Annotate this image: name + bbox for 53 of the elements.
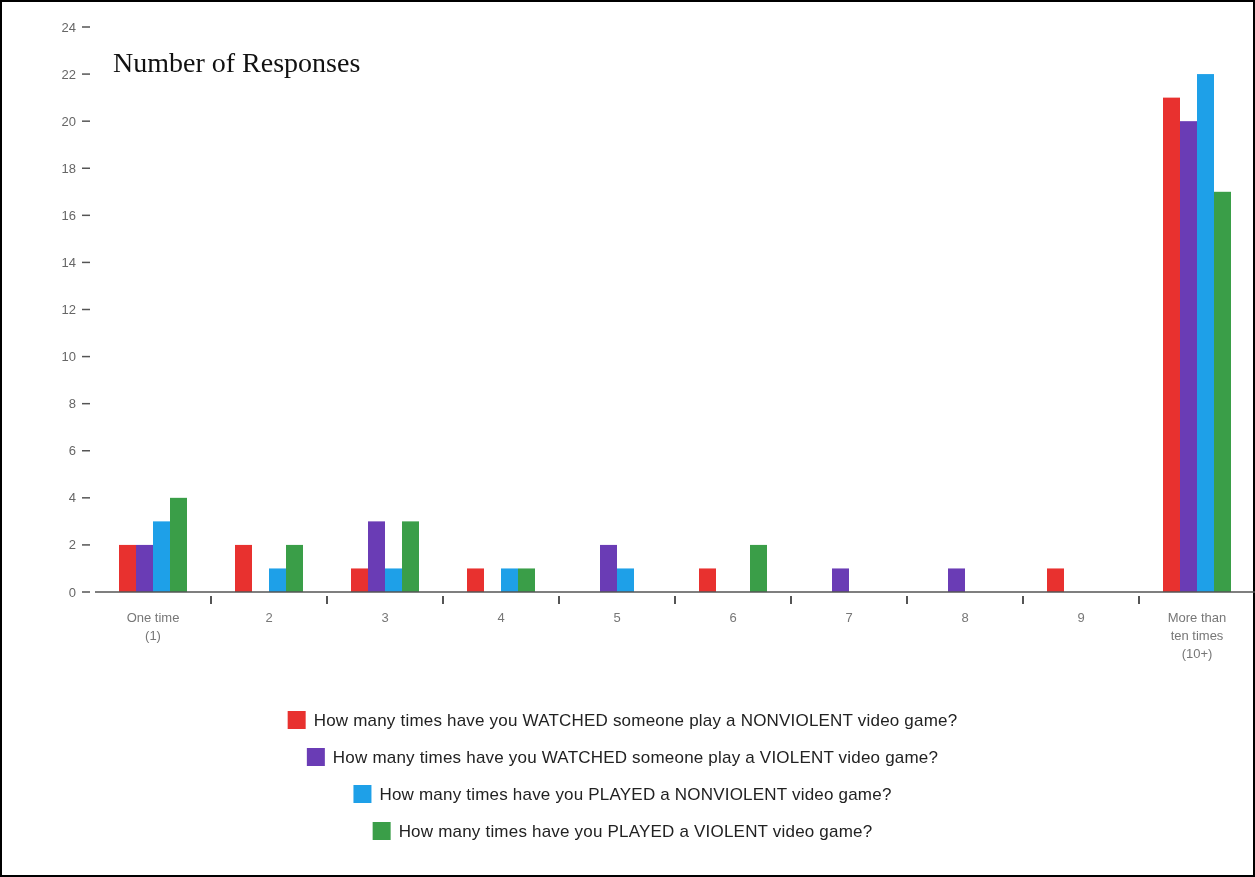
x-tick-label: More than ten times (10+): [1167, 610, 1227, 661]
bar: [699, 568, 716, 592]
bar: [750, 544, 767, 592]
bar: [119, 544, 136, 592]
bar: [153, 521, 170, 592]
y-tick-label: 2: [68, 537, 76, 553]
y-tick-label: 4: [68, 490, 76, 506]
bar: [1163, 97, 1180, 592]
bar: [1180, 121, 1197, 592]
y-tick-label: 0: [68, 584, 76, 600]
bar: [1214, 191, 1231, 592]
y-tick-label: 10: [61, 349, 76, 365]
x-tick-label: 8: [961, 610, 969, 625]
y-tick-label: 8: [68, 396, 76, 412]
x-tick-label: 4: [497, 610, 505, 625]
x-tick-label: 9: [1077, 610, 1085, 625]
bar: [600, 544, 617, 592]
x-tick-label: 3: [381, 610, 389, 625]
bar: [1197, 74, 1214, 592]
bar: [1047, 568, 1064, 592]
bar: [170, 497, 187, 592]
y-tick-label: 20: [61, 113, 76, 129]
bar: [467, 568, 484, 592]
bar: [269, 568, 286, 592]
legend-label: How many times have you WATCHED someone play a VIOLENT video game?: [332, 747, 939, 767]
bar: [617, 568, 634, 592]
x-tick-label: 7: [845, 610, 853, 625]
bar: [501, 568, 518, 592]
bar: [385, 568, 402, 592]
y-tick-label: 12: [61, 302, 76, 318]
bar: [235, 544, 252, 592]
y-tick-label: 14: [61, 254, 76, 270]
y-tick-label: 18: [61, 160, 76, 176]
x-tick-label: 6: [729, 610, 737, 625]
x-tick-label: 5: [613, 610, 621, 625]
legend-label: How many times have you WATCHED someone play a NONVIOLENT video game?: [313, 710, 958, 730]
bar: [948, 568, 965, 592]
bar: [518, 568, 535, 592]
bar: [402, 521, 419, 592]
bar: [351, 568, 368, 592]
y-tick-label: 16: [61, 207, 76, 223]
y-tick-label: 6: [68, 443, 76, 459]
bar: [136, 544, 153, 592]
legend-label: How many times have you PLAYED a VIOLENT video game?: [398, 821, 873, 841]
text: Number of Responses: [113, 47, 361, 78]
x-tick-label: 2: [265, 610, 273, 625]
bar: [832, 568, 849, 592]
bar: [286, 544, 303, 592]
bar: [368, 521, 385, 592]
legend-label: How many times have you PLAYED a NONVIOLENT video game?: [379, 784, 892, 804]
y-tick-label: 22: [61, 66, 76, 82]
x-tick-label: One time (1): [126, 610, 180, 643]
y-tick-label: 24: [61, 19, 76, 35]
